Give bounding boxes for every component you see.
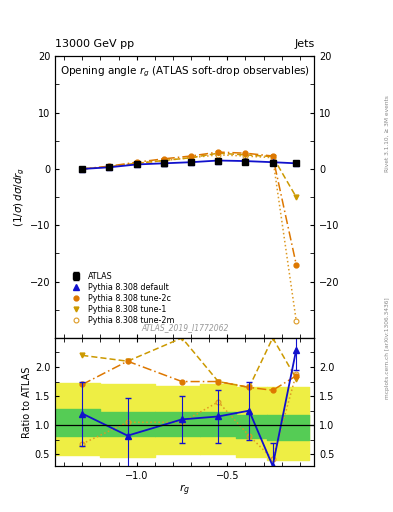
Pythia 8.308 tune-1 — [294, 194, 299, 200]
Pythia 8.308 tune-2c — [107, 163, 112, 169]
Pythia 8.308 tune-2m — [294, 318, 299, 324]
Pythia 8.308 default — [162, 160, 166, 166]
Pythia 8.308 tune-1 — [270, 154, 275, 160]
Pythia 8.308 tune-2m — [162, 158, 166, 164]
Pythia 8.308 default — [189, 159, 193, 165]
Text: 13000 GeV pp: 13000 GeV pp — [55, 38, 134, 49]
Pythia 8.308 tune-2c — [294, 262, 299, 268]
Pythia 8.308 tune-2c — [270, 153, 275, 159]
Pythia 8.308 tune-1 — [162, 158, 166, 164]
Pythia 8.308 tune-2c — [162, 156, 166, 162]
Pythia 8.308 tune-2m — [189, 155, 193, 161]
Pythia 8.308 default — [80, 166, 84, 172]
Pythia 8.308 default — [107, 164, 112, 170]
Pythia 8.308 tune-2c — [134, 159, 139, 165]
Text: Opening angle $r_g$ (ATLAS soft-drop observables): Opening angle $r_g$ (ATLAS soft-drop obs… — [60, 65, 310, 79]
Pythia 8.308 default — [134, 161, 139, 167]
Pythia 8.308 tune-1 — [216, 150, 220, 156]
Pythia 8.308 tune-2c — [80, 166, 84, 172]
Text: Jets: Jets — [294, 38, 314, 49]
Line: Pythia 8.308 tune-1: Pythia 8.308 tune-1 — [80, 151, 299, 200]
Pythia 8.308 tune-2m — [216, 152, 220, 158]
Pythia 8.308 tune-2m — [243, 153, 248, 159]
Pythia 8.308 tune-2c — [216, 149, 220, 155]
Pythia 8.308 tune-1 — [243, 152, 248, 158]
Pythia 8.308 default — [294, 160, 299, 166]
Text: ATLAS_2019_I1772062: ATLAS_2019_I1772062 — [141, 323, 228, 332]
Y-axis label: $(1/\sigma)\, d\sigma/d r_g$: $(1/\sigma)\, d\sigma/d r_g$ — [13, 167, 27, 227]
Legend: ATLAS, Pythia 8.308 default, Pythia 8.308 tune-2c, Pythia 8.308 tune-1, Pythia 8: ATLAS, Pythia 8.308 default, Pythia 8.30… — [64, 269, 177, 328]
Text: mcplots.cern.ch [arXiv:1306.3436]: mcplots.cern.ch [arXiv:1306.3436] — [385, 297, 389, 399]
Pythia 8.308 tune-1 — [80, 166, 84, 172]
X-axis label: $r_g$: $r_g$ — [179, 482, 190, 498]
Pythia 8.308 default — [216, 158, 220, 164]
Pythia 8.308 default — [243, 158, 248, 164]
Pythia 8.308 tune-2m — [270, 155, 275, 161]
Pythia 8.308 default — [270, 159, 275, 165]
Line: Pythia 8.308 default: Pythia 8.308 default — [79, 158, 299, 172]
Pythia 8.308 tune-2c — [189, 153, 193, 159]
Pythia 8.308 tune-2m — [107, 164, 112, 170]
Text: Rivet 3.1.10, ≥ 3M events: Rivet 3.1.10, ≥ 3M events — [385, 95, 389, 172]
Line: Pythia 8.308 tune-2c: Pythia 8.308 tune-2c — [80, 150, 299, 267]
Pythia 8.308 tune-2c — [243, 150, 248, 156]
Y-axis label: Ratio to ATLAS: Ratio to ATLAS — [22, 366, 32, 438]
Line: Pythia 8.308 tune-2m: Pythia 8.308 tune-2m — [80, 153, 299, 324]
Pythia 8.308 tune-1 — [189, 155, 193, 161]
Pythia 8.308 tune-2m — [80, 166, 84, 172]
Pythia 8.308 tune-1 — [107, 164, 112, 170]
Pythia 8.308 tune-1 — [134, 160, 139, 166]
Pythia 8.308 tune-2m — [134, 160, 139, 166]
